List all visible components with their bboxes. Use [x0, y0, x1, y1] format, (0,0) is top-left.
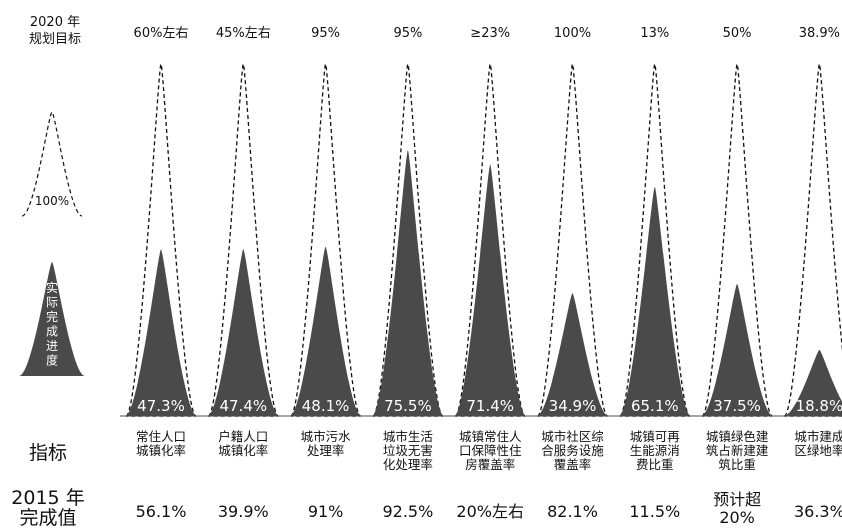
- target-bell: [783, 63, 842, 417]
- value-2015: 82.1%: [547, 502, 598, 521]
- progress-label: 71.4%: [466, 397, 514, 415]
- value-2015-line: 20%: [719, 508, 755, 527]
- indicator-name-line: 筑比重: [718, 457, 756, 472]
- progress-bell: [454, 164, 527, 416]
- indicator-name-line: 口保障性住: [459, 443, 522, 458]
- legend-actual-shape: [19, 262, 85, 376]
- indicator-name-line: 化处理率: [383, 457, 433, 472]
- progress-label: 48.1%: [302, 397, 350, 415]
- progress-bell: [371, 150, 444, 417]
- target-label: 95%: [393, 26, 422, 41]
- indicator-name-line: 费比重: [636, 457, 674, 472]
- progress-label: 34.9%: [549, 397, 597, 415]
- progress-bell: [701, 284, 774, 416]
- legend-actual-char: 度: [46, 353, 58, 368]
- indicator-header: 指标: [29, 442, 67, 464]
- indicator-name-line: 覆盖率: [554, 457, 592, 472]
- indicator-name-line: 区绿地率: [794, 443, 842, 458]
- progress-label: 65.1%: [631, 397, 679, 415]
- indicator-name-line: 城镇化率: [218, 443, 268, 458]
- progress-label: 47.3%: [137, 397, 185, 415]
- legend-actual-char: 进: [46, 339, 58, 353]
- target-label: 45%左右: [216, 26, 271, 41]
- value-2015: 11.5%: [629, 502, 680, 521]
- progress-label: 75.5%: [384, 397, 432, 415]
- target-header-line-1: 2020 年: [30, 15, 80, 30]
- indicator-columns: 60%左右47.3%常住人口城镇化率56.1%45%左右47.4%户籍人口城镇化…: [125, 26, 842, 527]
- progress-label: 18.8%: [796, 397, 842, 415]
- indicator-name-line: 筑占新建建: [706, 443, 769, 458]
- value-2015-line: 预计超: [713, 490, 761, 509]
- indicator-name-line: 城镇常住人: [459, 429, 522, 444]
- target-label: 50%: [723, 26, 752, 41]
- indicator-name-line: 处理率: [307, 443, 345, 458]
- progress-bell: [783, 349, 842, 416]
- value-header-line-2: 完成值: [19, 507, 76, 528]
- indicator-name-line: 合服务设施: [541, 443, 604, 458]
- target-label: 60%左右: [134, 26, 189, 41]
- progress-label: 37.5%: [713, 397, 761, 415]
- progress-bell: [536, 293, 609, 416]
- value-2015: 91%: [308, 502, 344, 521]
- target-header-line-2: 规划目标: [29, 32, 81, 47]
- indicator-name-line: 城市建成: [794, 429, 842, 444]
- progress-label: 47.4%: [219, 397, 267, 415]
- value-2015: 39.9%: [218, 502, 269, 521]
- legend-actual-char: 实: [46, 280, 58, 295]
- indicator-name-line: 城市社区综: [541, 429, 604, 444]
- legend-actual-char: 成: [46, 325, 58, 339]
- legend-actual-char: 完: [46, 309, 58, 324]
- progress-bell: [207, 249, 280, 416]
- legend-target-shape: [21, 111, 83, 217]
- target-label: 95%: [311, 26, 340, 41]
- indicator-name-line: 垃圾无害: [383, 443, 433, 458]
- target-label: 38.9%: [799, 26, 840, 41]
- indicator-name-line: 城镇化率: [136, 443, 186, 458]
- target-label: 13%: [640, 26, 669, 41]
- value-2015: 20%左右: [456, 502, 524, 521]
- indicator-name-line: 城镇可再: [630, 429, 681, 444]
- legend-target-label: 100%: [35, 194, 69, 208]
- indicator-name-line: 生能源消: [630, 443, 680, 458]
- target-label: ≥23%: [470, 26, 510, 41]
- indicator-name-line: 城市生活: [383, 429, 433, 444]
- indicator-name-line: 户籍人口: [218, 429, 268, 444]
- target-label: 100%: [554, 26, 591, 41]
- value-header-line-1: 2015 年: [11, 487, 84, 509]
- indicator-name-line: 房覆盖率: [465, 457, 515, 472]
- value-2015: 56.1%: [136, 502, 187, 521]
- progress-bell: [289, 246, 362, 416]
- indicator-name-line: 城市污水: [301, 429, 352, 444]
- indicator-name-line: 常住人口: [136, 429, 186, 444]
- value-2015: 92.5%: [382, 502, 433, 521]
- progress-bell: [618, 186, 691, 416]
- progress-bell: [125, 249, 197, 416]
- value-2015: 36.3%: [794, 502, 842, 521]
- legend-actual-char: 际: [46, 296, 58, 310]
- indicator-name-line: 城镇绿色建: [706, 429, 769, 444]
